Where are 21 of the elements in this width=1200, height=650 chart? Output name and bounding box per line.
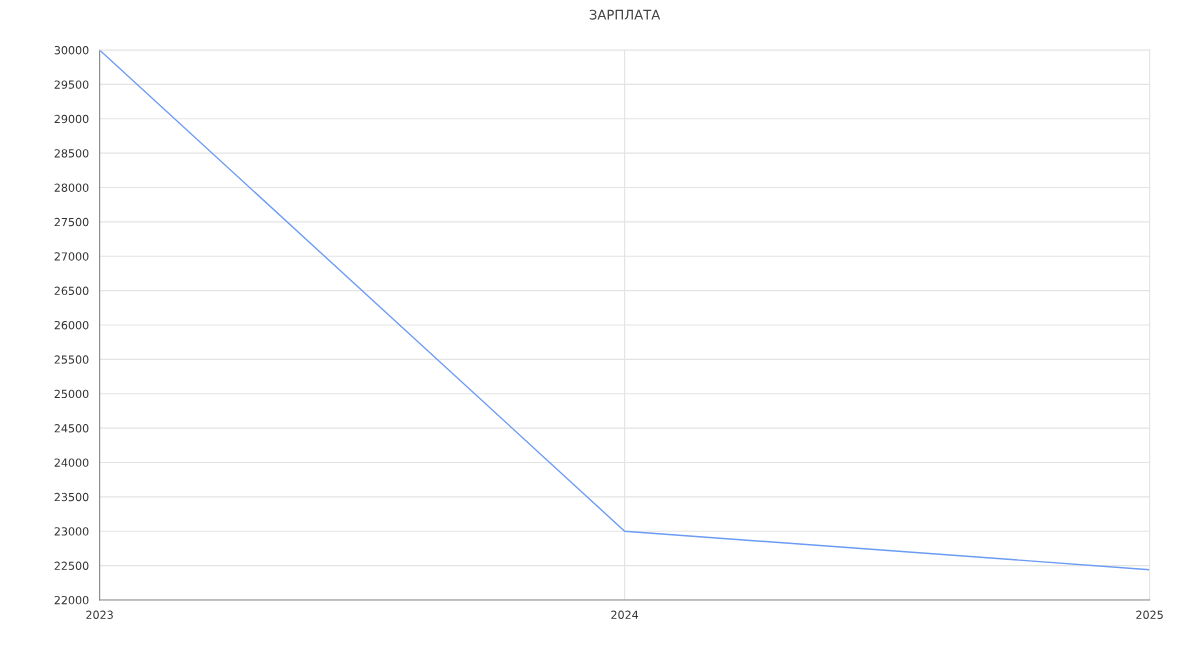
x-tick-label: 2025 bbox=[1136, 610, 1163, 619]
y-tick-label: 24000 bbox=[54, 458, 89, 467]
y-tick-label: 25000 bbox=[54, 389, 89, 399]
chart-title: ЗАРПЛАТА bbox=[589, 9, 661, 20]
y-tick-label: 26000 bbox=[54, 320, 89, 330]
y-tick-label: 27000 bbox=[54, 252, 89, 261]
y-tick-label: 28000 bbox=[54, 183, 89, 192]
y-tick-label: 23500 bbox=[54, 492, 89, 502]
y-tick-label: 25500 bbox=[54, 355, 89, 364]
y-tick-label: 26500 bbox=[54, 286, 89, 296]
x-tick-label: 2024 bbox=[611, 610, 639, 619]
y-tick-label: 29500 bbox=[54, 80, 89, 89]
y-tick-label: 23000 bbox=[54, 527, 89, 536]
y-tick-label: 29000 bbox=[54, 114, 89, 124]
x-tick-label: 2023 bbox=[86, 610, 113, 619]
y-tick-label: 24500 bbox=[54, 424, 89, 433]
y-tick-label: 22500 bbox=[54, 561, 89, 570]
y-tick-label: 30000 bbox=[54, 46, 89, 55]
y-tick-label: 27500 bbox=[54, 217, 89, 227]
y-tick-label: 28500 bbox=[54, 149, 89, 158]
y-tick-label: 22000 bbox=[54, 595, 89, 605]
